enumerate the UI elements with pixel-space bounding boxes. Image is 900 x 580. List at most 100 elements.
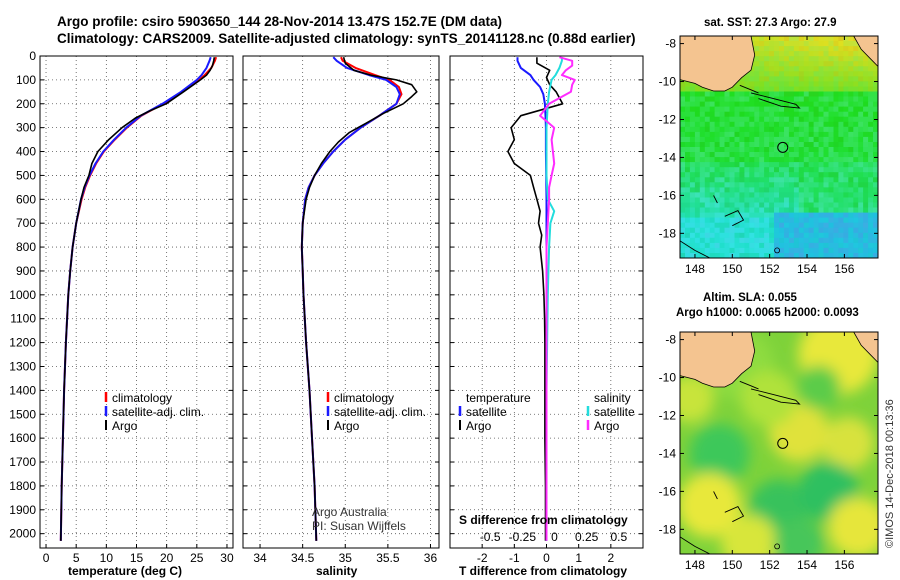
sst-cell — [744, 217, 750, 224]
sst-cell — [803, 86, 810, 93]
sst-cell — [838, 51, 844, 57]
sst-cell — [823, 212, 829, 219]
sst-cell — [798, 101, 805, 108]
depth-tick-label: 1300 — [9, 359, 36, 373]
sst-cell — [818, 126, 825, 133]
sst-cell — [754, 56, 760, 62]
sst-cell — [769, 111, 775, 118]
sst-cell — [853, 212, 859, 219]
sst-cell — [689, 177, 696, 183]
sst-cell — [704, 91, 711, 98]
sst-cell — [709, 217, 716, 224]
sst-cell — [724, 197, 730, 204]
sst-cell — [734, 217, 740, 224]
sst-cell — [863, 157, 869, 163]
sst-cell — [838, 81, 844, 87]
sst-cell — [714, 253, 721, 258]
sst-cell — [828, 157, 834, 163]
sst-cell — [838, 232, 844, 239]
sst-cell — [784, 46, 790, 52]
sst-cell — [873, 131, 878, 138]
sst-cell — [793, 111, 800, 118]
sst-cell — [828, 56, 834, 62]
sst-cell — [739, 147, 745, 153]
sst-cell — [689, 197, 696, 204]
sst-cell — [704, 172, 711, 178]
sst-cell — [759, 51, 765, 57]
sst-cell — [868, 222, 874, 229]
sst-cell — [719, 247, 726, 254]
sst-cell — [803, 66, 810, 72]
sst-cell — [704, 177, 711, 183]
sst-cell — [818, 81, 825, 87]
sst-cell — [798, 46, 805, 52]
sst-cell — [858, 101, 864, 108]
map-content — [680, 332, 878, 554]
sst-cell — [838, 247, 844, 254]
sst-cell — [694, 147, 701, 153]
sst-cell — [719, 162, 726, 168]
sst-cell — [680, 217, 686, 224]
sst-cell — [784, 237, 790, 244]
sst-cell — [759, 81, 765, 87]
sst-cell — [739, 91, 745, 98]
sst-cell — [788, 152, 795, 158]
sst-cell — [680, 162, 686, 168]
sst-cell — [848, 46, 854, 52]
sst-cell — [788, 187, 795, 193]
sst-cell — [704, 106, 711, 113]
sst-cell — [843, 227, 849, 234]
sst-cell — [853, 41, 859, 47]
sst-cell — [828, 187, 834, 193]
sst-cell — [734, 232, 740, 239]
sst-cell — [734, 162, 740, 168]
sst-cell — [744, 207, 750, 214]
sst-cell — [793, 81, 800, 87]
x-tick-label: 20 — [160, 551, 174, 565]
sst-cell — [784, 162, 790, 168]
sst-cell — [873, 76, 878, 82]
sst-cell — [808, 91, 815, 98]
x-tick-label: 15 — [130, 551, 144, 565]
sst-cell — [793, 96, 800, 103]
sst-cell — [739, 182, 745, 188]
sst-cell — [793, 167, 800, 173]
sst-cell — [853, 232, 859, 239]
sst-cell — [749, 253, 755, 258]
sst-cell — [843, 172, 849, 178]
sst-cell — [788, 157, 795, 163]
sst-cell — [798, 142, 805, 148]
sst-cell — [734, 136, 740, 143]
sst-cell — [793, 136, 800, 143]
sst-cell — [793, 46, 800, 52]
sst-cell — [868, 157, 874, 163]
sst-cell — [788, 46, 795, 52]
sst-cell — [744, 76, 750, 82]
sst-cell — [759, 207, 765, 214]
sst-cell — [724, 182, 730, 188]
sst-cell — [685, 136, 691, 143]
x-tick-label: 10 — [100, 551, 114, 565]
longitude-tick-label: 154 — [797, 262, 817, 276]
sst-cell — [709, 242, 716, 249]
sst-cell — [818, 212, 825, 219]
sst-cell — [828, 247, 834, 254]
sst-cell — [833, 177, 839, 183]
salinity-axis-label: salinity — [316, 564, 358, 578]
sst-cell — [689, 136, 696, 143]
sst-cell — [828, 136, 834, 143]
longitude-tick-label: 148 — [685, 558, 705, 572]
sst-cell — [680, 172, 686, 178]
sst-cell — [823, 111, 829, 118]
sst-cell — [838, 121, 844, 128]
sst-cell — [734, 207, 740, 214]
sst-cell — [689, 232, 696, 239]
sst-cell — [828, 126, 834, 133]
sst-cell — [734, 242, 740, 249]
sst-cell — [714, 116, 721, 123]
sst-cell — [685, 86, 691, 93]
sst-cell — [868, 101, 874, 108]
sst-cell — [779, 131, 785, 138]
latitude-tick-label: -16 — [659, 188, 677, 202]
sst-cell — [784, 51, 790, 57]
